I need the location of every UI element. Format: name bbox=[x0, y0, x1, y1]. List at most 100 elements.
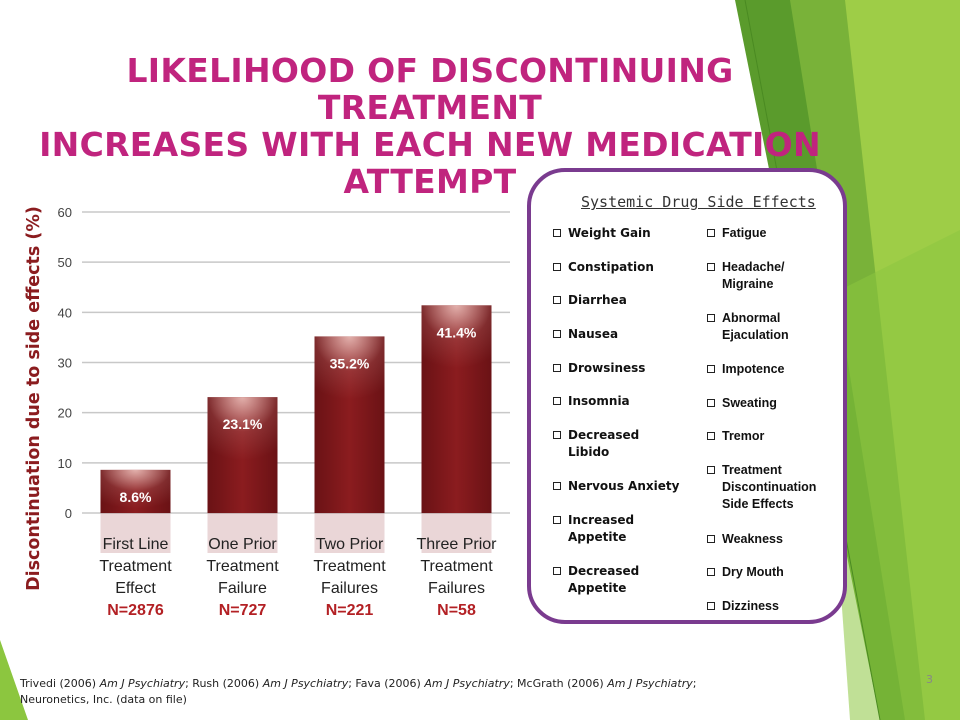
bar-reflection bbox=[207, 513, 278, 553]
side-effects-title: Systemic Drug Side Effects bbox=[581, 193, 816, 211]
citation-author-3: ; Fava (2006) bbox=[348, 677, 421, 690]
side-effect-label: Diarrhea bbox=[568, 293, 627, 307]
category-label: Treatment bbox=[206, 558, 279, 575]
category-label: Two Prior bbox=[316, 536, 384, 553]
bar-highlight bbox=[100, 469, 171, 513]
side-effect-right-item: Dry Mouth bbox=[707, 564, 784, 581]
side-effect-right-item: Dizziness bbox=[707, 598, 779, 615]
side-effect-label: Decreased Appetite bbox=[568, 564, 640, 595]
side-effect-right-item: Treatment Discontinuation Side Effects bbox=[707, 462, 816, 513]
title-line-2: INCREASES WITH EACH NEW MEDICATION ATTEM… bbox=[39, 125, 821, 201]
side-effect-label: Weakness bbox=[722, 532, 783, 546]
y-tick-label: 10 bbox=[58, 456, 72, 471]
bar-reflection bbox=[100, 513, 171, 553]
side-effect-label: Fatigue bbox=[722, 226, 767, 240]
side-effect-left-item: Increased Appetite bbox=[553, 512, 634, 546]
checkbox-bullet-icon bbox=[553, 516, 561, 524]
checkbox-bullet-icon bbox=[707, 263, 715, 271]
sample-size-label: N=2876 bbox=[107, 602, 164, 619]
checkbox-bullet-icon bbox=[707, 535, 715, 543]
side-effect-label: Impotence bbox=[722, 362, 785, 376]
green-band-lower bbox=[820, 230, 960, 720]
bar-data-label: 8.6% bbox=[120, 489, 152, 505]
category-label: Failures bbox=[321, 580, 378, 597]
side-effect-right-item: Fatigue bbox=[707, 225, 766, 242]
side-effect-left-item: Drowsiness bbox=[553, 360, 645, 377]
bar-highlight bbox=[314, 336, 385, 407]
y-tick-label: 30 bbox=[58, 356, 72, 371]
citation-author-4: ; McGrath (2006) bbox=[509, 677, 604, 690]
checkbox-bullet-icon bbox=[553, 263, 561, 271]
checkbox-bullet-icon bbox=[707, 399, 715, 407]
checkbox-bullet-icon bbox=[553, 229, 561, 237]
side-effect-label: Drowsiness bbox=[568, 361, 646, 375]
side-effect-label: Increased Appetite bbox=[568, 513, 635, 544]
checkbox-bullet-icon bbox=[553, 364, 561, 372]
green-corner-left bbox=[0, 640, 28, 720]
checkbox-bullet-icon bbox=[553, 330, 561, 338]
bar-reflection bbox=[421, 513, 492, 553]
category-label: Failures bbox=[428, 580, 485, 597]
side-effect-right-item: Sweating bbox=[707, 395, 777, 412]
side-effect-label: Dry Mouth bbox=[722, 565, 784, 579]
side-effect-left-item: Weight Gain bbox=[553, 225, 651, 242]
checkbox-bullet-icon bbox=[553, 482, 561, 490]
side-effect-right-item: Tremor bbox=[707, 428, 764, 445]
category-label: First Line bbox=[103, 536, 169, 553]
discontinuation-bar-chart: 0 10 20 30 40 50 60 Discontinuation due to side… bbox=[24, 205, 510, 619]
citation-author-5: ; Neuronetics, Inc. (data on file) bbox=[20, 677, 697, 706]
checkbox-bullet-icon bbox=[707, 466, 715, 474]
bar-data-label: 23.1% bbox=[223, 416, 263, 432]
side-effect-right-item: Impotence bbox=[707, 361, 785, 378]
citation-journal-4: Am J Psychiatry bbox=[607, 677, 693, 690]
checkbox-bullet-icon bbox=[707, 602, 715, 610]
side-effect-right-item: Weakness bbox=[707, 531, 783, 548]
sample-size-label: N=58 bbox=[437, 602, 476, 619]
sample-size-label: N=221 bbox=[326, 602, 374, 619]
side-effect-right-item: Headache/ Migraine bbox=[707, 259, 785, 293]
category-label: Effect bbox=[115, 580, 156, 597]
bar-highlight bbox=[421, 305, 492, 376]
bar-reflection bbox=[314, 513, 385, 553]
side-effect-label: Nervous Anxiety bbox=[568, 479, 680, 493]
y-tick-label: 40 bbox=[58, 305, 72, 320]
side-effect-label: Insomnia bbox=[568, 394, 630, 408]
side-effect-label: Nausea bbox=[568, 327, 619, 341]
checkbox-bullet-icon bbox=[553, 431, 561, 439]
side-effect-label: Decreased Libido bbox=[568, 428, 640, 459]
side-effect-label: Sweating bbox=[722, 396, 777, 410]
bar-data-label: 35.2% bbox=[330, 355, 370, 371]
side-effect-right-item: Abnormal Ejaculation bbox=[707, 310, 789, 344]
sample-size-label: N=727 bbox=[219, 602, 267, 619]
side-effect-left-item: Insomnia bbox=[553, 393, 630, 410]
checkbox-bullet-icon bbox=[707, 314, 715, 322]
citation-footer: Trivedi (2006) Am J Psychiatry; Rush (20… bbox=[20, 676, 700, 708]
side-effect-left-item: Constipation bbox=[553, 259, 654, 276]
citation-journal-3: Am J Psychiatry bbox=[424, 677, 510, 690]
checkbox-bullet-icon bbox=[707, 229, 715, 237]
y-tick-label: 0 bbox=[65, 506, 72, 521]
side-effect-label: Tremor bbox=[722, 429, 765, 443]
title-line-1: LIKELIHOOD OF DISCONTINUING TREATMENT bbox=[126, 51, 734, 127]
slide-title: LIKELIHOOD OF DISCONTINUING TREATMENT IN… bbox=[10, 52, 850, 200]
y-tick-label: 50 bbox=[58, 255, 72, 270]
page-number: 3 bbox=[926, 673, 933, 686]
y-tick-label: 20 bbox=[58, 406, 72, 421]
y-axis-label: Discontinuation due to side effects (%) bbox=[24, 206, 44, 591]
checkbox-bullet-icon bbox=[553, 296, 561, 304]
category-label: Treatment bbox=[420, 558, 493, 575]
category-label: Three Prior bbox=[416, 536, 497, 553]
checkbox-bullet-icon bbox=[707, 432, 715, 440]
y-tick-label: 60 bbox=[58, 205, 72, 220]
checkbox-bullet-icon bbox=[553, 397, 561, 405]
side-effect-label: Headache/ Migraine bbox=[722, 260, 785, 291]
side-effects-panel: Systemic Drug Side Effects Weight Gain Co… bbox=[527, 168, 847, 624]
side-effect-label: Weight Gain bbox=[568, 226, 651, 240]
citation-journal-2: Am J Psychiatry bbox=[262, 677, 349, 690]
side-effect-left-item: Nausea bbox=[553, 326, 618, 343]
side-effect-left-item: Decreased Appetite bbox=[553, 563, 639, 597]
side-effect-left-item: Diarrhea bbox=[553, 292, 627, 309]
citation-journal-1: Am J Psychiatry bbox=[99, 677, 186, 690]
category-label: Treatment bbox=[99, 558, 172, 575]
category-label: One Prior bbox=[208, 536, 277, 553]
